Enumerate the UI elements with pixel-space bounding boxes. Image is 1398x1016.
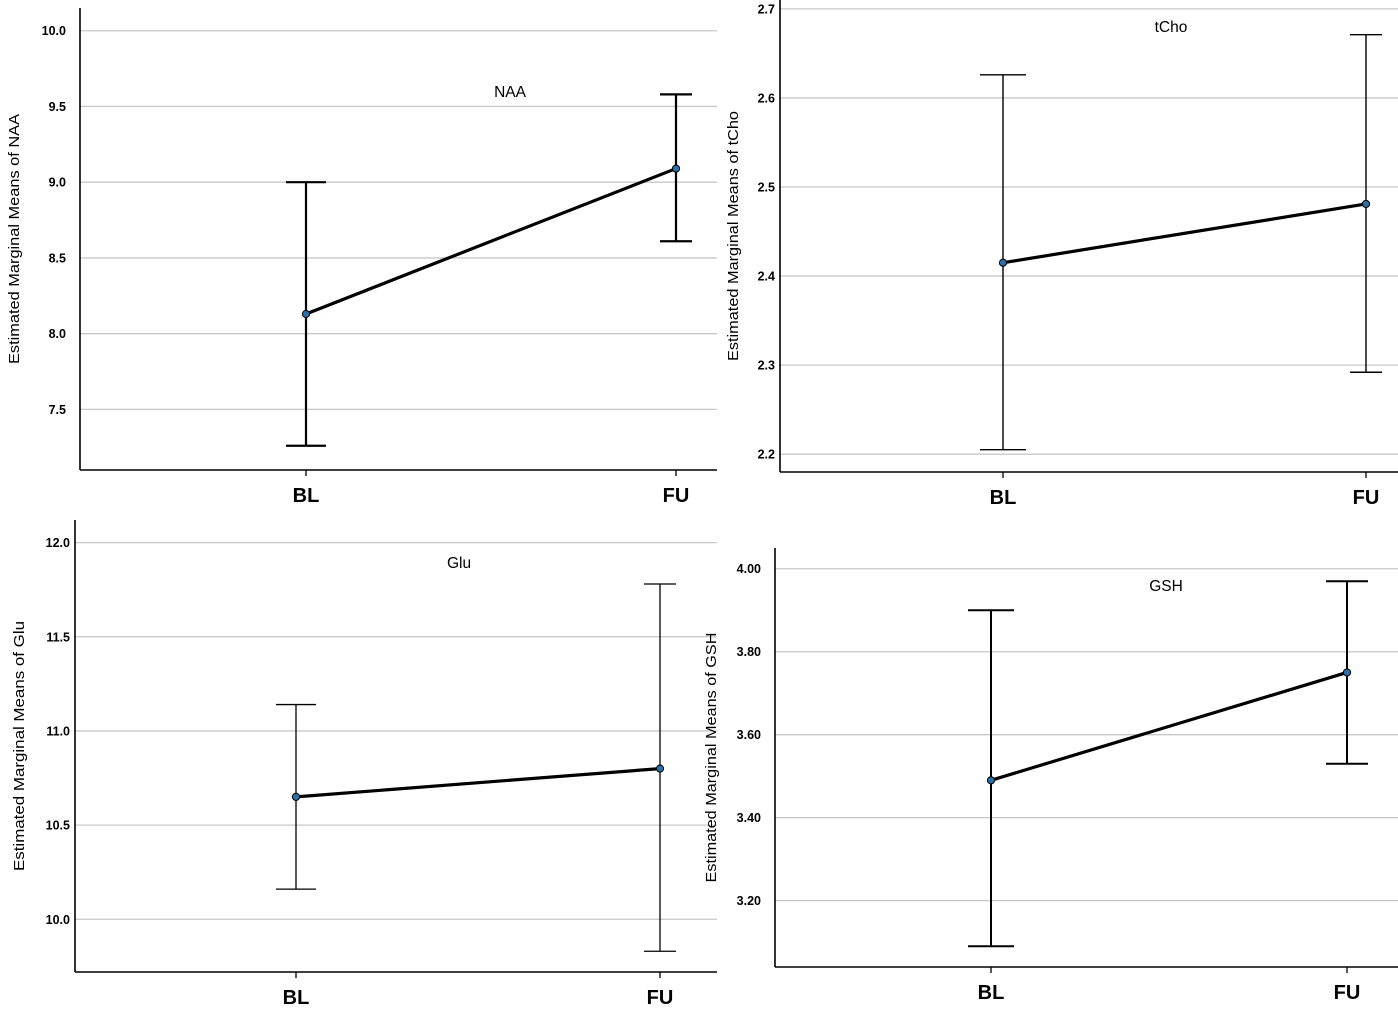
mean-line	[1002, 202, 1367, 265]
y-tick-label: 9.0	[49, 176, 66, 190]
mean-point-bl	[301, 309, 311, 319]
y-tick-label: 11.0	[46, 724, 70, 738]
x-tick-label-fu: FU	[1334, 982, 1361, 1004]
chart-panel-naa: 7.5 8.0 8.5 9.0 9.5 10.0 BL FU NAA Estimated Marg…	[7, 8, 717, 507]
y-tick-label: 2.6	[758, 91, 775, 105]
mean-line	[295, 767, 661, 799]
y-tick-label: 8.0	[49, 327, 66, 341]
chart-panel-gsh: 3.20 3.40 3.60 3.80 4.00 BL FU GSH Estimated Mar…	[704, 548, 1398, 1004]
y-tick-label: 12.0	[46, 536, 70, 550]
mean-point-bl	[291, 792, 301, 801]
y-axis-label: Estimated Marginal Means of Glu	[12, 621, 28, 871]
y-tick-label: 10.5	[46, 819, 70, 833]
y-tick-label: 4.00	[737, 562, 761, 576]
x-tick-label-fu: FU	[1353, 487, 1380, 509]
y-tick-label: 11.5	[46, 630, 70, 644]
mean-point-fu	[655, 764, 665, 773]
y-tick-label: 3.80	[737, 645, 761, 659]
y-tick-label: 8.5	[49, 251, 66, 265]
chart-panel-tcho: 2.2 2.3 2.4 2.5 2.6 2.7 BL FU tCho Estimated Marg…	[726, 0, 1398, 509]
y-tick-label: 2.2	[758, 448, 775, 462]
y-tick-label: 3.60	[737, 728, 761, 742]
chart-title: NAA	[494, 84, 527, 101]
mean-line	[305, 167, 677, 316]
mean-point-fu	[1342, 668, 1352, 677]
y-tick-label: 2.5	[758, 181, 775, 195]
y-tick-label: 3.40	[737, 811, 761, 825]
y-axis-label: Estimated Marginal Means of NAA	[7, 114, 23, 364]
x-tick-label-bl: BL	[990, 487, 1017, 509]
chart-title: GSH	[1149, 578, 1183, 595]
mean-point-fu	[671, 164, 681, 173]
y-tick-label: 2.7	[758, 2, 775, 16]
mean-point-fu	[1361, 199, 1371, 209]
y-axis-label: Estimated Marginal Means of GSH	[704, 633, 720, 883]
x-tick-label-bl: BL	[283, 987, 310, 1009]
y-tick-label: 10.0	[42, 24, 66, 38]
chart-title: tCho	[1155, 19, 1188, 36]
y-tick-label: 3.20	[737, 894, 761, 908]
x-tick-label-fu: FU	[663, 485, 690, 507]
mean-point-bl	[986, 776, 996, 785]
y-tick-label: 2.4	[758, 270, 775, 284]
y-axis-label: Estimated Marginal Means of tCho	[726, 111, 742, 361]
mean-point-bl	[998, 258, 1008, 267]
x-tick-label-fu: FU	[647, 987, 674, 1009]
chart-panel-glu: 10.0 10.5 11.0 11.5 12.0 BL FU Glu Estimated Mar…	[12, 520, 717, 1009]
y-tick-label: 9.5	[49, 100, 66, 114]
x-tick-label-bl: BL	[978, 982, 1005, 1004]
y-tick-label: 2.3	[758, 359, 775, 373]
y-tick-label: 10.0	[46, 913, 70, 927]
y-tick-label: 7.5	[49, 403, 66, 417]
chart-title: Glu	[447, 555, 471, 572]
mean-line	[990, 670, 1348, 782]
x-tick-label-bl: BL	[293, 485, 320, 507]
